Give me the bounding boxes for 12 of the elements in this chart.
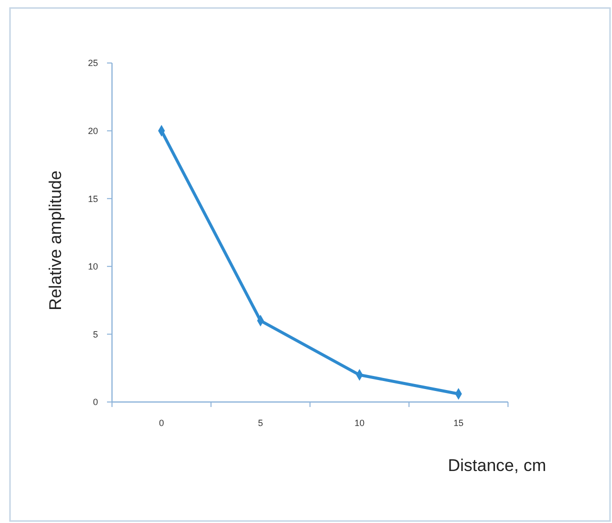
x-tick-label: 5 — [258, 418, 264, 428]
y-tick-label: 20 — [88, 126, 98, 136]
x-tick-label: 10 — [354, 418, 365, 428]
y-tick-label: 25 — [88, 58, 98, 68]
y-tick-label: 0 — [92, 397, 98, 408]
y-axis-title: Relative amplitude — [46, 170, 65, 310]
y-tick-label: 15 — [88, 194, 98, 204]
y-tick-label: 5 — [92, 329, 98, 340]
y-tick-label: 10 — [88, 262, 98, 272]
x-axis-title: Distance, cm — [448, 456, 546, 475]
x-tick-label: 15 — [453, 418, 464, 428]
x-tick-label: 0 — [158, 418, 164, 428]
